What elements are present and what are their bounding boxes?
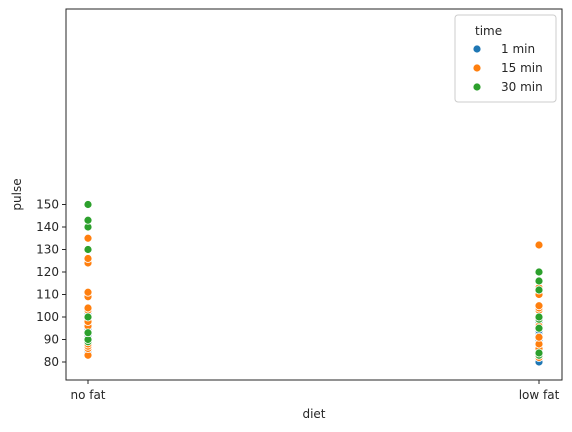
legend-items: 1 min 15 min 30 min — [472, 42, 543, 94]
legend-box — [454, 14, 557, 103]
data-point — [83, 200, 93, 209]
legend-label: 30 min — [501, 80, 543, 94]
x-axis-label: diet — [302, 407, 325, 421]
data-point — [83, 328, 93, 338]
y-axis-label: pulse — [10, 178, 24, 210]
data-point — [83, 233, 93, 243]
y-tick-label: 150 — [36, 198, 59, 212]
y-axis-ticks: 80 90 100 110 120 130 140 150 — [36, 198, 66, 369]
x-tick-label: no fat — [70, 388, 105, 402]
x-tick-label: low fat — [519, 388, 560, 402]
y-tick-label: 130 — [36, 243, 59, 257]
y-tick-label: 140 — [36, 220, 59, 234]
data-point — [83, 303, 93, 313]
data-point — [534, 267, 544, 277]
data-point — [534, 312, 544, 322]
y-tick-label: 90 — [44, 333, 59, 347]
legend-marker — [472, 82, 482, 92]
data-point — [534, 348, 544, 358]
legend-marker — [472, 63, 482, 73]
data-point — [83, 254, 93, 263]
x-axis-ticks: no fat low fat — [70, 380, 560, 402]
data-point — [534, 323, 544, 333]
data-point — [83, 287, 93, 297]
legend-label: 1 min — [501, 42, 535, 56]
y-tick-label: 80 — [44, 355, 59, 369]
legend-label: 15 min — [501, 61, 543, 75]
data-point — [83, 215, 93, 225]
y-tick-label: 110 — [36, 288, 59, 302]
data-point — [534, 240, 544, 250]
data-point — [534, 285, 544, 295]
y-tick-label: 100 — [36, 310, 59, 324]
data-point — [534, 332, 544, 342]
data-point — [83, 312, 93, 322]
data-point — [534, 276, 544, 286]
data-point — [83, 245, 93, 254]
legend: time 1 min 15 min 30 min — [454, 14, 557, 103]
y-tick-label: 120 — [36, 265, 59, 279]
data-point — [534, 301, 544, 311]
data-points — [83, 200, 544, 367]
legend-marker — [472, 44, 482, 54]
legend-title: time — [475, 24, 502, 38]
